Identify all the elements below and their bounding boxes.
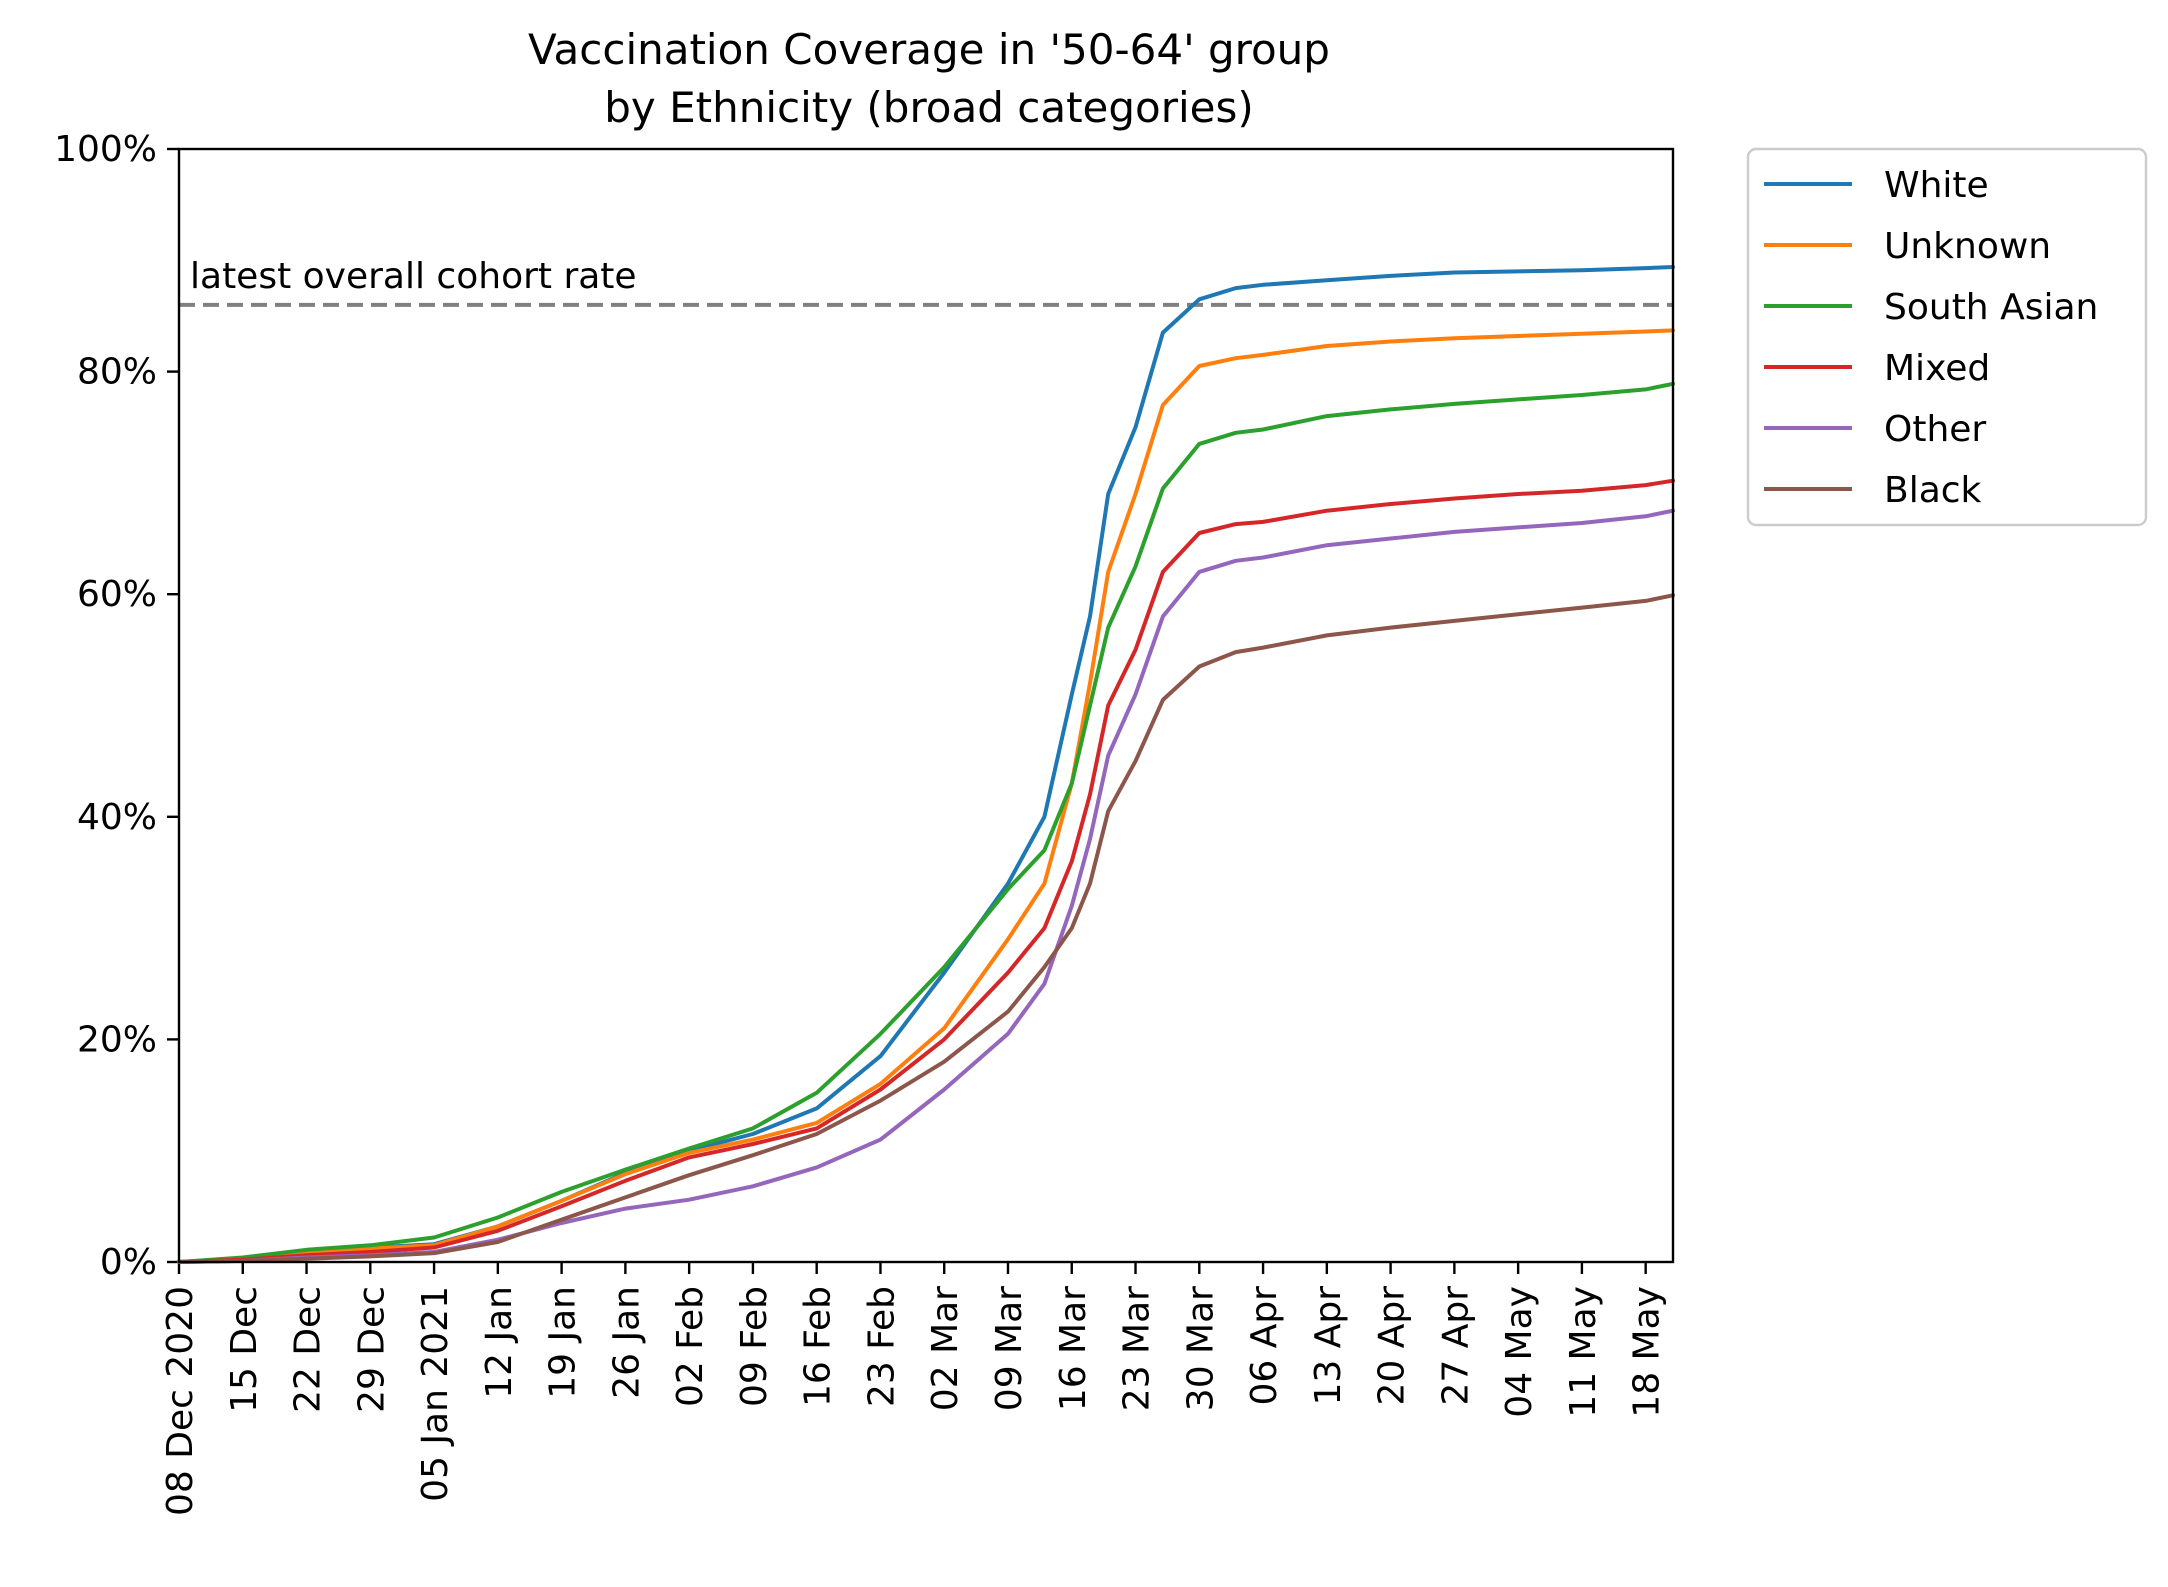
reference-line-group: latest overall cohort rate <box>179 256 1673 307</box>
reference-line-label: latest overall cohort rate <box>190 256 637 297</box>
y-tick-label: 100% <box>54 129 157 170</box>
x-tick-label: 09 Feb <box>734 1286 775 1407</box>
series-line-mixed <box>177 478 1675 1264</box>
y-axis: 0% 20% 40% 60% 80% 100% <box>54 129 179 1283</box>
legend-label: Mixed <box>1884 348 1990 389</box>
series-line-south-asian <box>177 381 1675 1264</box>
x-tick-label: 13 Apr <box>1308 1286 1349 1406</box>
x-tick-label: 19 Jan <box>543 1286 584 1399</box>
legend: White Unknown South Asian Mixed Other Black <box>1746 147 2148 527</box>
x-tick-label: 23 Mar <box>1117 1286 1158 1411</box>
legend-label: Other <box>1884 409 1986 450</box>
x-tick-label: 23 Feb <box>861 1286 902 1407</box>
x-tick-label: 16 Mar <box>1053 1286 1094 1411</box>
x-tick-label: 11 May <box>1563 1286 1604 1418</box>
x-tick-label: 26 Jan <box>606 1286 647 1399</box>
chart-subtitle: by Ethnicity (broad categories) <box>604 83 1254 132</box>
x-tick-label: 12 Jan <box>479 1286 520 1399</box>
x-tick-label: 20 Apr <box>1372 1286 1413 1406</box>
chart-title-group: Vaccination Coverage in '50-64' group by… <box>528 25 1330 132</box>
legend-label: Black <box>1884 470 1982 511</box>
y-tick-label: 20% <box>77 1019 157 1060</box>
x-tick-label: 04 May <box>1499 1286 1540 1418</box>
legend-label: South Asian <box>1884 287 2098 328</box>
y-tick-label: 60% <box>77 574 157 615</box>
series-group <box>177 265 1675 1264</box>
plot-frame <box>177 147 1675 1264</box>
legend-label: White <box>1884 165 1989 206</box>
x-tick-label: 27 Apr <box>1435 1286 1476 1406</box>
x-tick-label: 09 Mar <box>989 1286 1030 1411</box>
x-axis: 08 Dec 2020 15 Dec 22 Dec 29 Dec 05 Jan 2021… <box>160 1262 1668 1516</box>
y-tick-label: 40% <box>77 797 157 838</box>
x-tick-label: 15 Dec <box>224 1286 265 1413</box>
series-line-black <box>177 593 1675 1264</box>
x-tick-label: 02 Mar <box>925 1286 966 1411</box>
y-tick-label: 80% <box>77 352 157 393</box>
x-tick-label: 22 Dec <box>288 1286 329 1413</box>
x-tick-label: 30 Mar <box>1180 1286 1221 1411</box>
x-tick-label: 29 Dec <box>351 1286 392 1413</box>
x-tick-label: 05 Jan 2021 <box>415 1286 456 1502</box>
y-tick-label: 0% <box>100 1242 157 1283</box>
chart-title: Vaccination Coverage in '50-64' group <box>528 25 1330 74</box>
x-tick-label: 18 May <box>1627 1286 1668 1418</box>
legend-label: Unknown <box>1884 226 2051 267</box>
x-tick-label: 02 Feb <box>670 1286 711 1407</box>
x-tick-label: 16 Feb <box>798 1286 839 1407</box>
series-line-white <box>177 265 1675 1264</box>
x-tick-label: 06 Apr <box>1244 1286 1285 1406</box>
series-line-unknown <box>177 328 1675 1264</box>
x-tick-label: 08 Dec 2020 <box>160 1286 201 1516</box>
